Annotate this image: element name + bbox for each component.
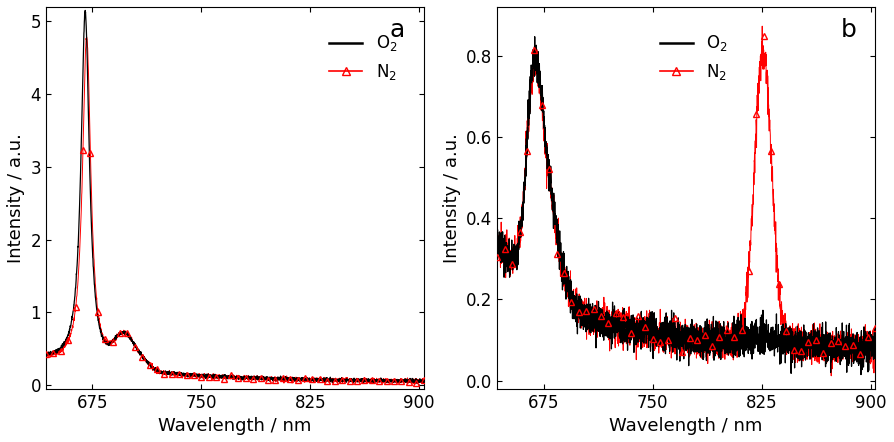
Y-axis label: Intensity / a.u.: Intensity / a.u. <box>7 133 25 263</box>
Text: a: a <box>390 19 405 42</box>
Legend: O$_2$, N$_2$: O$_2$, N$_2$ <box>323 27 404 88</box>
X-axis label: Wavelength / nm: Wavelength / nm <box>158 417 311 435</box>
Legend: O$_2$, N$_2$: O$_2$, N$_2$ <box>653 27 735 88</box>
Y-axis label: Intensity / a.u.: Intensity / a.u. <box>443 133 460 263</box>
Text: b: b <box>840 19 856 42</box>
X-axis label: Wavelength / nm: Wavelength / nm <box>610 417 763 435</box>
